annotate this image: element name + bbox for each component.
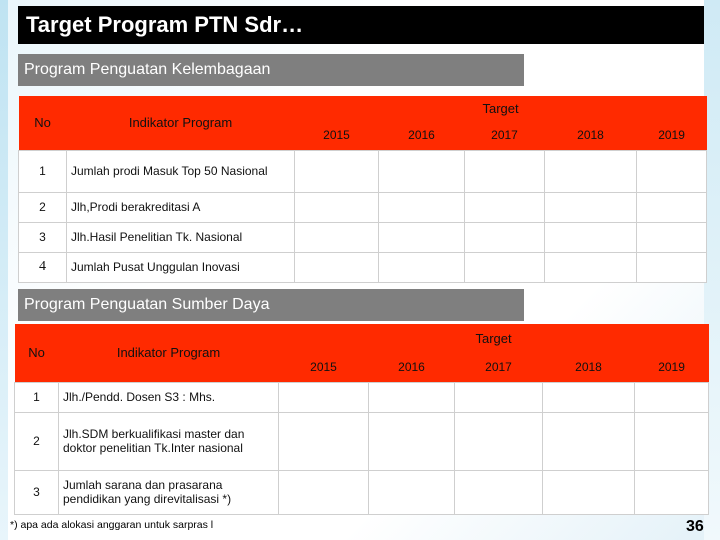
target-cell: [368, 381, 456, 413]
year-2016: 2016: [368, 352, 455, 382]
target-cell: [454, 381, 544, 413]
target-cell: [634, 381, 710, 413]
table-row: 2 Jlh,Prodi berakreditasi A: [18, 191, 708, 223]
target-cell: [278, 381, 370, 413]
row-no: 3: [14, 469, 59, 515]
year-2016: 2016: [378, 120, 465, 150]
table-sumber-daya: No Indikator Program Target 2015 2016 20…: [14, 324, 710, 515]
footnote: *) apa ada alokasi anggaran untuk sarpra…: [10, 519, 214, 531]
target-cell: [464, 251, 546, 283]
target-cell: [378, 149, 466, 193]
target-cell: [636, 149, 708, 193]
target-cell: [636, 191, 708, 223]
target-cell: [634, 469, 710, 515]
row-no: 3: [18, 221, 67, 253]
row-indikator: Jumlah prodi Masuk Top 50 Nasional: [65, 149, 296, 193]
target-cell: [464, 221, 546, 253]
header-target: Target: [294, 96, 707, 120]
header-indikator: Indikator Program: [58, 324, 279, 382]
target-cell: [544, 251, 638, 283]
row-indikator: Jlh./Pendd. Dosen S3 : Mhs.: [57, 381, 280, 413]
section-heading-sumber-daya: Program Penguatan Sumber Daya: [18, 289, 524, 321]
target-cell: [454, 469, 544, 515]
table-row: 2 Jlh.SDM berkualifikasi master dan dokt…: [14, 411, 710, 471]
table-row: 1 Jlh./Pendd. Dosen S3 : Mhs.: [14, 381, 710, 413]
left-decoration: [0, 0, 8, 540]
target-cell: [636, 251, 708, 283]
target-cell: [368, 411, 456, 471]
year-2019: 2019: [634, 352, 709, 382]
section-heading-kelembagaan: Program Penguatan Kelembagaan: [18, 54, 524, 86]
target-cell: [378, 191, 466, 223]
table-row: 4 Jumlah Pusat Unggulan Inovasi: [18, 251, 708, 283]
row-no: 1: [14, 381, 59, 413]
target-cell: [368, 469, 456, 515]
slide-title: Target Program PTN Sdr…: [18, 6, 704, 44]
row-indikator: Jlh.SDM berkualifikasi master dan doktor…: [57, 411, 280, 471]
header-no: No: [14, 324, 59, 382]
target-cell: [378, 251, 466, 283]
target-cell: [542, 411, 636, 471]
target-cell: [464, 149, 546, 193]
target-cell: [544, 149, 638, 193]
row-indikator: Jlh.Hasil Penelitian Tk. Nasional: [65, 221, 296, 253]
target-cell: [294, 191, 380, 223]
year-2017: 2017: [464, 120, 545, 150]
target-cell: [634, 411, 710, 471]
header-no: No: [18, 96, 67, 150]
year-2015: 2015: [278, 352, 369, 382]
target-cell: [294, 221, 380, 253]
table-kelembagaan: No Indikator Program Target 2015 2016 20…: [18, 96, 708, 283]
year-2018: 2018: [544, 120, 637, 150]
row-indikator: Jlh,Prodi berakreditasi A: [65, 191, 296, 223]
target-cell: [454, 411, 544, 471]
row-no: 2: [14, 411, 59, 471]
target-cell: [278, 469, 370, 515]
target-cell: [542, 381, 636, 413]
target-cell: [464, 191, 546, 223]
target-cell: [544, 191, 638, 223]
row-no: 4: [18, 251, 67, 283]
row-no: 2: [18, 191, 67, 223]
target-cell: [542, 469, 636, 515]
row-no: 1: [18, 149, 67, 193]
year-2015: 2015: [294, 120, 379, 150]
year-2018: 2018: [542, 352, 635, 382]
year-2017: 2017: [454, 352, 543, 382]
target-cell: [544, 221, 638, 253]
target-cell: [278, 411, 370, 471]
target-cell: [294, 251, 380, 283]
table-row: 3 Jumlah sarana dan prasarana pendidikan…: [14, 469, 710, 515]
header-indikator: Indikator Program: [66, 96, 295, 150]
target-cell: [294, 149, 380, 193]
header-target: Target: [278, 324, 709, 352]
year-2019: 2019: [636, 120, 707, 150]
target-cell: [378, 221, 466, 253]
row-indikator: Jumlah sarana dan prasarana pendidikan y…: [57, 469, 280, 515]
row-indikator: Jumlah Pusat Unggulan Inovasi: [65, 251, 296, 283]
target-cell: [636, 221, 708, 253]
page-number: 36: [686, 518, 704, 535]
table-row: 3 Jlh.Hasil Penelitian Tk. Nasional: [18, 221, 708, 253]
table-row: 1 Jumlah prodi Masuk Top 50 Nasional: [18, 149, 708, 193]
